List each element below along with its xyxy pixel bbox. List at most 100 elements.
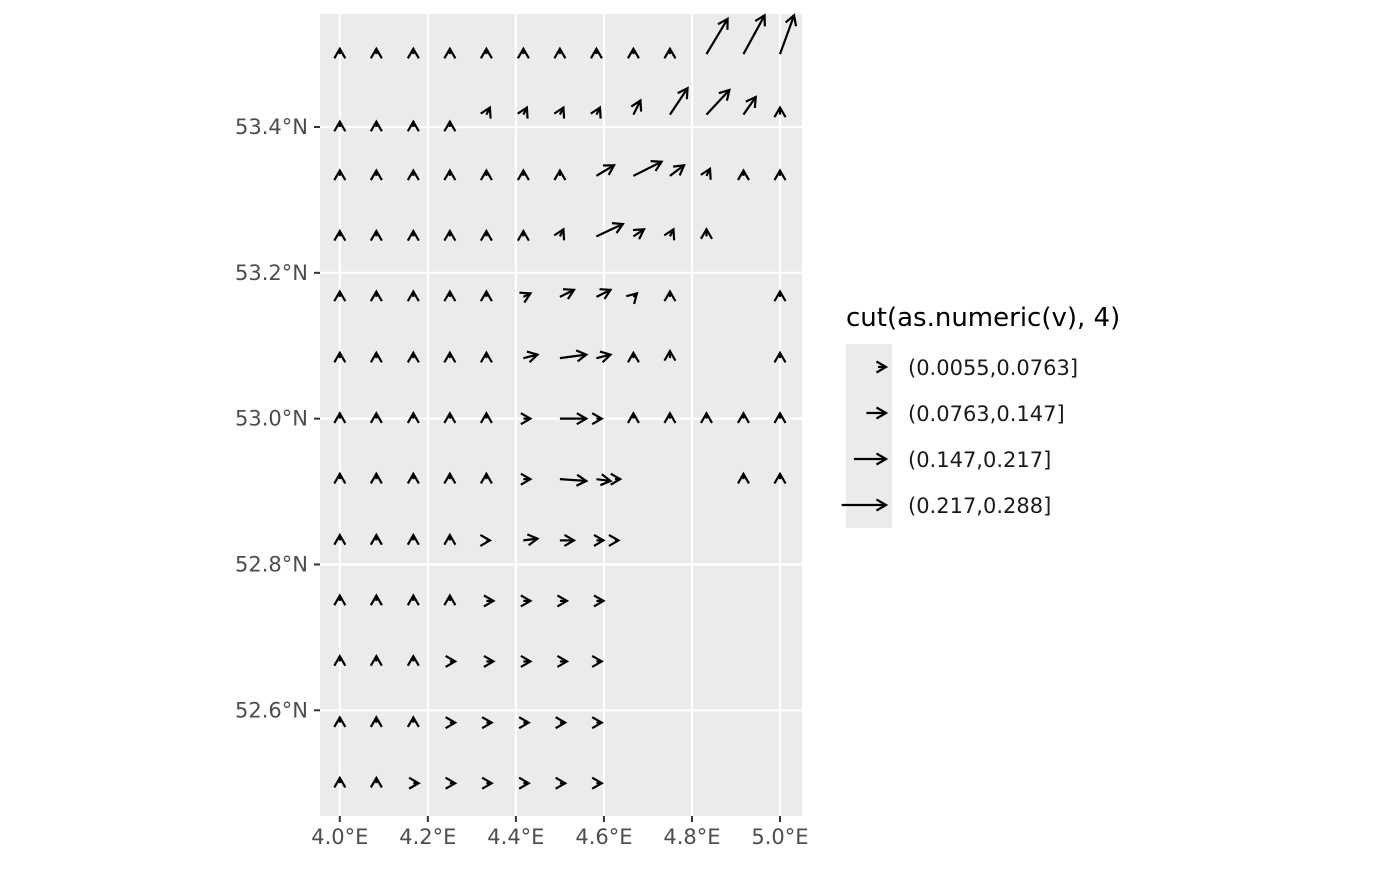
vector-arrow [559,288,576,300]
vector-arrow [778,13,798,55]
vector-arrow [742,95,758,116]
vector-arrow [445,716,458,730]
vector-arrow [555,776,568,790]
vector-arrow [369,289,383,302]
vector-arrow [705,88,731,116]
vector-arrow [553,227,566,241]
vector-arrow [333,350,347,363]
vector-arrow [700,166,712,180]
vector-arrow [406,532,420,546]
vector-arrow [700,411,713,424]
vector-arrow [591,776,604,790]
vector-arrow [663,348,677,362]
vector-arrow [593,533,606,547]
vector-arrow [553,168,567,181]
vector-arrow [479,168,493,181]
vector-arrow [589,46,603,59]
vector-arrow [333,715,347,728]
legend: cut(as.numeric(v), 4) (0.0055,0.0763] (0.… [841,303,1120,528]
vector-arrow [369,350,383,363]
vector-arrow [773,105,787,118]
vector-arrow [443,289,457,302]
vector-arrow [406,168,420,181]
vector-arrow [663,411,677,424]
y-tick-label: 53.0°N [235,407,308,431]
vector-arrow [369,775,383,788]
vector-arrow [595,164,616,177]
vector-arrow [481,776,494,790]
vector-arrow [553,46,567,59]
x-tick-label: 4.2°E [399,825,456,849]
vector-arrow [516,228,530,242]
vector-arrow [479,46,493,59]
vector-arrow [520,594,533,608]
vector-arrow [700,227,713,240]
x-tick-label: 4.4°E [487,825,544,849]
vector-arrow [483,654,496,668]
legend-label: (0.217,0.288] [908,494,1051,518]
x-tick-label: 4.8°E [663,825,720,849]
x-tick-label: 4.6°E [575,825,632,849]
vector-arrow [663,46,677,59]
vector-arrow [590,105,602,119]
y-tick-label: 53.2°N [235,261,308,285]
vector-arrow [406,471,420,484]
vector-arrow [443,228,457,242]
vector-arrow [369,593,383,606]
vector-arrow [406,350,420,363]
vector-arrow [669,163,686,177]
vector-arrow [333,168,347,181]
vector-arrow [520,654,533,668]
vector-arrow [773,411,787,424]
vector-arrow [523,350,540,364]
legend-arrow [853,452,889,466]
vector-arrow [406,653,420,667]
y-tick-label: 52.8°N [235,552,308,576]
vector-arrow [632,228,646,240]
vector-arrow [669,86,689,116]
vector-arrow [519,291,533,304]
vector-arrow [479,533,493,547]
vector-arrow [408,776,421,790]
legend-label: (0.0055,0.0763] [908,356,1078,380]
vector-arrow [595,221,625,238]
vector-arrow [516,168,530,181]
legend-title: cut(as.numeric(v), 4) [846,303,1120,333]
vector-arrow [663,289,677,302]
vector-arrow [591,716,604,730]
vector-arrow [559,349,589,363]
vector-arrow [517,105,529,119]
legend-arrow [875,360,889,374]
vector-arrow [608,533,621,547]
legend-label: (0.147,0.217] [908,448,1051,472]
vector-arrow [626,46,640,59]
vector-arrow [333,471,347,484]
vector-arrow [742,13,766,55]
vector-arrow [333,46,347,59]
vector-arrow [610,472,623,486]
vector-arrow [369,46,383,59]
vector-arrow [333,593,347,606]
vector-arrow [520,412,533,426]
vector-arrow [369,471,383,484]
legend-label: (0.0763,0.147] [908,402,1065,426]
vector-arrow [773,168,787,181]
vector-arrow [443,411,457,424]
x-tick-label: 4.0°E [311,825,368,849]
vector-arrow [369,715,383,728]
vector-arrow [593,594,606,608]
vector-arrow [443,350,457,363]
vector-arrow [479,350,493,363]
vector-arrow [406,715,420,728]
vector-arrow [369,653,383,667]
vector-arrow [595,288,613,300]
vector-arrow [632,160,664,177]
vector-arrow [443,119,457,132]
x-tick-label: 5.0°E [751,825,808,849]
vector-arrow [406,119,420,132]
vector-arrow [369,411,383,424]
vector-arrow [406,228,420,242]
vector-arrow [556,654,570,668]
vector-arrow [369,532,383,546]
vector-arrow [626,411,640,424]
